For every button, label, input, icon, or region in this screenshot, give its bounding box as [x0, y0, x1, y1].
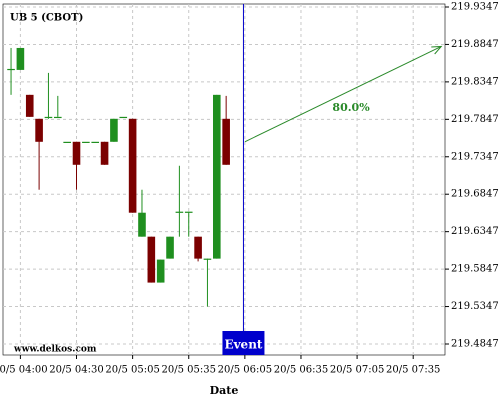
x-tick-label: 20/5 07:35 — [386, 365, 440, 376]
y-tick-label: 219.6347 — [451, 226, 499, 237]
y-tick-label: 219.6847 — [451, 189, 499, 200]
arrow-line — [244, 46, 442, 143]
candle-body — [44, 116, 53, 119]
x-tick-label: 20/5 07:05 — [330, 365, 384, 376]
candle-body — [156, 259, 165, 283]
x-tick-label: 20/5 05:35 — [162, 365, 216, 376]
arrow-label: 80.0% — [332, 101, 370, 114]
watermark: www.delkos.com — [13, 345, 97, 355]
candle-body — [212, 94, 221, 259]
event-box — [222, 331, 265, 355]
y-tick-label: 219.5347 — [451, 301, 499, 312]
x-axis-label: Date — [210, 384, 239, 397]
candle-body — [222, 118, 230, 165]
candle-body — [91, 141, 100, 143]
candle-body — [147, 236, 156, 283]
arrow-head — [431, 45, 443, 55]
x-tick-label: 20/5 04:00 — [0, 365, 48, 376]
candle-body — [82, 141, 90, 143]
candle-body — [63, 141, 71, 143]
y-tick-label: 219.4847 — [451, 338, 499, 349]
candle-body — [138, 212, 146, 237]
x-tick-label: 20/5 06:05 — [218, 365, 272, 376]
candle-body — [128, 118, 137, 213]
y-tick-label: 219.8347 — [451, 76, 499, 87]
plot-border — [2, 3, 446, 356]
event-label: Event — [224, 338, 262, 352]
x-tick-label: 20/5 04:30 — [49, 365, 103, 376]
y-tick-label: 219.8847 — [451, 39, 499, 50]
candle-body — [54, 116, 62, 119]
candle-body — [194, 236, 202, 259]
chart-title: UB 5 (CBOT) — [10, 13, 83, 24]
candle-body — [7, 68, 15, 71]
y-tick-label: 219.5847 — [451, 264, 499, 275]
x-tick-label: 20/5 06:35 — [274, 365, 328, 376]
candle-body — [175, 211, 184, 213]
candle-body — [203, 258, 212, 260]
y-tick-label: 219.7347 — [451, 151, 499, 162]
x-tick-label: 20/5 05:05 — [105, 365, 159, 376]
y-tick-label: 219.7847 — [451, 114, 499, 125]
y-tick-label: 219.9347 — [451, 1, 499, 12]
candle-body — [16, 47, 25, 70]
candle-body — [72, 141, 81, 165]
candle-body — [119, 116, 128, 119]
candle-body — [166, 236, 174, 259]
candle-body — [100, 141, 109, 165]
candle-body — [184, 211, 193, 213]
candle-body — [110, 118, 118, 142]
candle-body — [25, 94, 34, 117]
candle-body — [35, 118, 43, 142]
